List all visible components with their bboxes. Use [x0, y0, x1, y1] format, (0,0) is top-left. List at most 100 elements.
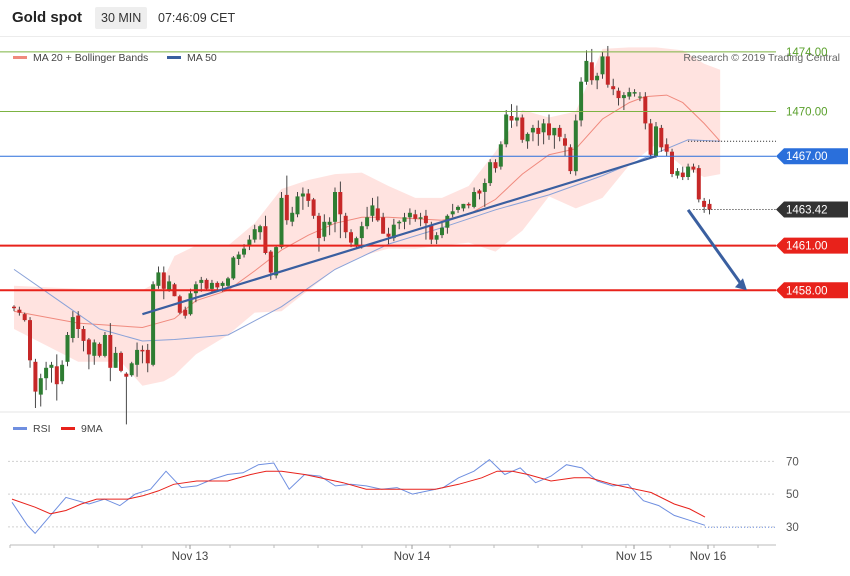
candle	[466, 202, 471, 209]
candle	[600, 51, 605, 79]
candle	[413, 209, 418, 222]
candle-body	[632, 92, 637, 94]
candle-body	[54, 366, 59, 385]
candle	[140, 345, 145, 364]
timeframe-selector[interactable]: 30 MIN	[95, 7, 148, 29]
candle	[423, 209, 428, 240]
candle	[536, 120, 541, 146]
candle	[573, 114, 578, 176]
candle	[686, 163, 691, 181]
candle	[477, 188, 482, 200]
candle-body	[284, 194, 289, 221]
candle-body	[343, 215, 348, 233]
candle	[284, 175, 289, 225]
candle-body	[525, 133, 530, 142]
candle	[28, 317, 32, 368]
candle-body	[226, 278, 230, 286]
rsi-panel: 70 50 30	[8, 456, 799, 535]
candle-body	[670, 151, 674, 174]
candle-body	[65, 335, 70, 362]
candle	[22, 312, 27, 322]
candle	[461, 203, 466, 212]
candle	[349, 229, 353, 248]
candle-body	[557, 127, 562, 137]
candle	[659, 124, 664, 152]
candle	[65, 332, 70, 367]
symbol-title: Gold spot	[12, 9, 82, 26]
candle-body	[472, 192, 477, 207]
candle	[627, 87, 632, 100]
candle-body	[60, 364, 65, 382]
candle-body	[637, 96, 642, 98]
candle	[365, 206, 370, 230]
candle-body	[177, 296, 182, 313]
candle	[54, 354, 59, 401]
candle-body	[659, 127, 664, 148]
candle-body	[397, 221, 402, 224]
candle	[482, 178, 487, 207]
candle	[81, 326, 86, 352]
candle	[327, 217, 332, 236]
candle-body	[338, 192, 343, 215]
candle-body	[199, 279, 204, 283]
candle-body	[76, 315, 81, 329]
candle	[397, 220, 402, 230]
candle-body	[621, 95, 626, 99]
candle-body	[86, 339, 91, 355]
projection-arrow-shaft	[686, 208, 744, 287]
candle-body	[381, 217, 386, 234]
candle-body	[702, 200, 707, 207]
candle	[322, 214, 327, 242]
candle	[418, 212, 423, 227]
candle-body	[102, 335, 107, 356]
timestamp: 07:46:09 CET	[158, 11, 236, 25]
candle	[343, 212, 348, 239]
candle-body	[279, 197, 284, 248]
candle-body	[563, 138, 567, 146]
level-label: 1470.00	[786, 107, 828, 119]
candle-body	[466, 203, 471, 206]
candle	[97, 342, 102, 358]
candle-body	[268, 251, 273, 273]
candle	[151, 281, 156, 367]
candle-body	[434, 235, 439, 240]
legend-bollinger: MA 20 + Bollinger Bands	[33, 52, 148, 64]
candle	[691, 163, 696, 173]
candle-body	[17, 309, 22, 313]
candle	[338, 181, 343, 239]
candle-body	[595, 75, 600, 81]
candle-body	[509, 116, 514, 121]
candle-body	[552, 127, 557, 136]
candle-body	[654, 126, 658, 157]
candle-body	[252, 229, 257, 240]
candle-body	[573, 120, 578, 172]
rsi-9ma-line	[11, 470, 706, 518]
candle-body	[97, 343, 102, 356]
candle-body	[391, 224, 396, 239]
candle-body	[627, 92, 632, 97]
candle	[252, 224, 257, 243]
candle	[258, 224, 263, 240]
candle	[119, 351, 123, 373]
candle-body	[220, 282, 225, 286]
candle-body	[547, 123, 551, 136]
candle	[707, 199, 712, 215]
candle	[456, 205, 460, 213]
time-axis: Nov 13 Nov 14 Nov 15 Nov 16	[9, 545, 759, 563]
candle	[333, 187, 337, 233]
candle-body	[696, 168, 701, 200]
candle-body	[311, 199, 316, 216]
candle-body	[445, 215, 450, 228]
candle-body	[504, 114, 509, 145]
rsi-tick-label: 30	[786, 522, 799, 534]
candle-body	[167, 281, 172, 291]
candle-body	[193, 284, 198, 294]
candle-body	[493, 162, 498, 169]
candle	[407, 208, 412, 225]
candle	[386, 227, 391, 245]
candle-body	[274, 247, 279, 276]
candle-body	[70, 317, 75, 338]
candle-body	[22, 314, 27, 321]
candle-body	[295, 196, 300, 215]
candle-body	[648, 123, 653, 155]
